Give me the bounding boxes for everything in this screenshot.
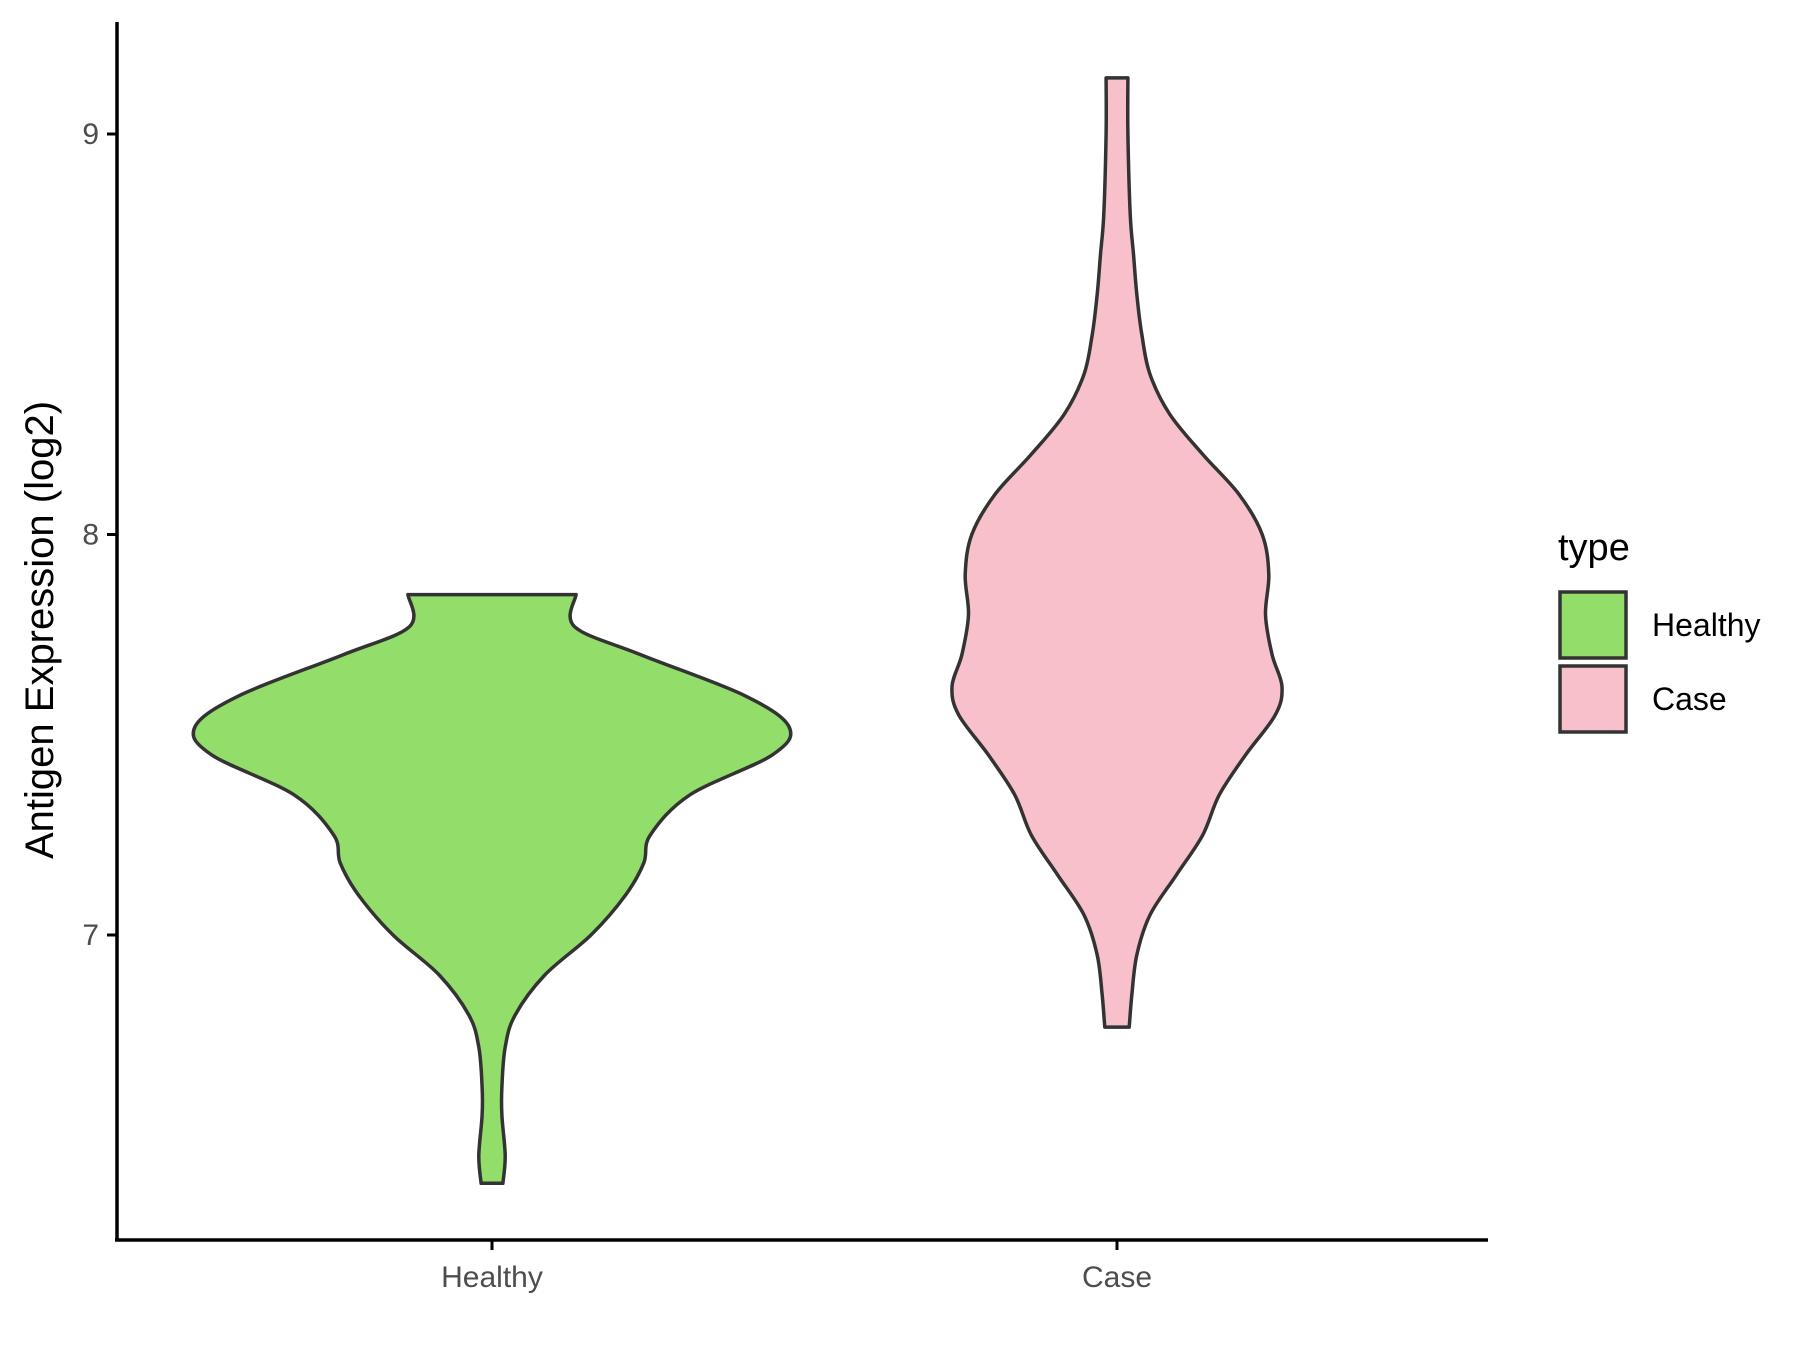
- y-tick-label: 8: [82, 519, 99, 552]
- y-tick-label: 9: [82, 118, 99, 151]
- legend-key-healthy: [1558, 590, 1628, 660]
- legend-key-case: [1558, 664, 1628, 734]
- legend: type Healthy Case: [1558, 527, 1761, 734]
- violin-healthy: [191, 592, 793, 1186]
- legend-label: Healthy: [1652, 607, 1761, 643]
- y-tick-label: 7: [82, 919, 99, 952]
- x-tick-label: Case: [1082, 1261, 1152, 1294]
- violin-layer: [191, 76, 1284, 1186]
- legend-title: type: [1558, 527, 1630, 569]
- x-tick-label: Healthy: [441, 1261, 543, 1294]
- legend-label: Case: [1652, 681, 1727, 717]
- violin-case: [950, 76, 1284, 1029]
- y-axis-label: Antigen Expression (log2): [18, 401, 62, 859]
- axes-layer: 7 8 9 Healthy Case: [82, 22, 1488, 1294]
